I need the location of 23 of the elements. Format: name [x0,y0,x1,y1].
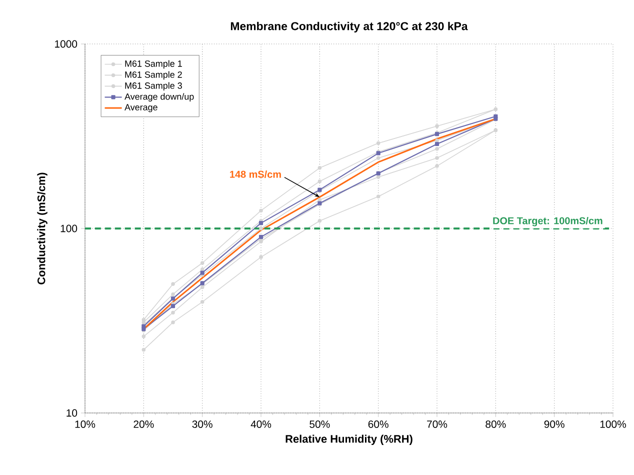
x-tick-label: 70% [427,420,448,428]
x-tick-label: 20% [134,420,154,428]
x-tick-label: 10% [75,420,96,428]
legend-label: M61 Sample 1 [125,60,182,69]
y-tick-label: 10 [66,409,78,417]
x-tick-label: 80% [486,420,506,428]
x-tick-label: 50% [310,420,330,428]
x-tick-label: 40% [250,420,272,428]
y-axis-title: Conductivity (mS/cm) [37,172,48,284]
annotation: 148 mS/cm [230,170,281,178]
x-tick-label: 60% [368,420,388,428]
ref-line-label: DOE Target: 100mS/cm [493,216,602,226]
legend-label: M61 Sample 3 [125,82,182,91]
y-tick-label: 100 [60,224,78,232]
chart-title: Membrane Conductivity at 120°C at 230 kPa [230,22,468,32]
legend-label: Average [124,104,158,112]
x-axis-title: Relative Humidity (%RH) [286,434,412,445]
x-tick-label: 30% [192,420,212,428]
y-tick-label: 1000 [55,40,78,48]
x-tick-label: 100% [600,420,626,428]
x-tick-label: 90% [544,420,564,428]
legend-label: M61 Sample 2 [125,71,182,80]
legend-label: Average down/up [124,93,194,102]
